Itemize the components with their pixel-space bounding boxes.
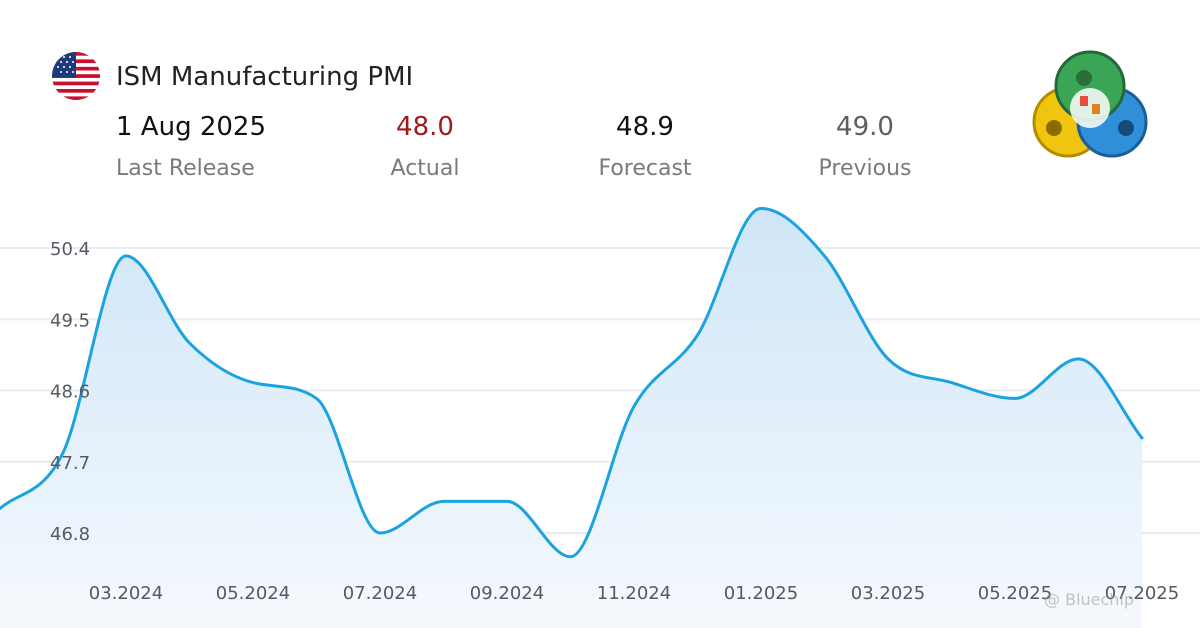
x-tick-label: 03.2024 bbox=[89, 583, 163, 604]
page-title: ISM Manufacturing PMI bbox=[116, 62, 414, 92]
previous-label: Previous bbox=[818, 156, 912, 181]
y-tick-label: 49.5 bbox=[50, 310, 90, 331]
x-tick-label: 01.2025 bbox=[724, 583, 798, 604]
x-tick-label: 09.2024 bbox=[470, 583, 544, 604]
y-tick-label: 48.6 bbox=[50, 382, 90, 403]
y-tick-label: 50.4 bbox=[50, 239, 90, 260]
us-flag-icon bbox=[52, 52, 100, 100]
actual-value: 48.0 bbox=[396, 112, 454, 142]
previous-value: 49.0 bbox=[836, 112, 894, 142]
y-tick-label: 46.8 bbox=[50, 524, 90, 545]
x-tick-label: 11.2024 bbox=[597, 583, 671, 604]
metatrader-logo-icon bbox=[1032, 50, 1148, 158]
watermark: @ Bluechip bbox=[1044, 590, 1135, 609]
x-tick-label: 07.2025 bbox=[1105, 583, 1179, 604]
x-tick-label: 07.2024 bbox=[343, 583, 417, 604]
series-line bbox=[0, 206, 1144, 559]
series-area bbox=[0, 208, 1142, 628]
x-tick-label: 03.2025 bbox=[851, 583, 925, 604]
x-tick-label: 05.2025 bbox=[978, 583, 1052, 604]
forecast-label: Forecast bbox=[598, 156, 692, 181]
x-tick-label: 05.2024 bbox=[216, 583, 290, 604]
actual-label: Actual bbox=[390, 156, 460, 181]
y-tick-label: 47.7 bbox=[50, 453, 90, 474]
last-release-label: Last Release bbox=[116, 156, 255, 181]
forecast-value: 48.9 bbox=[616, 112, 674, 142]
last-release-value: 1 Aug 2025 bbox=[116, 112, 267, 142]
